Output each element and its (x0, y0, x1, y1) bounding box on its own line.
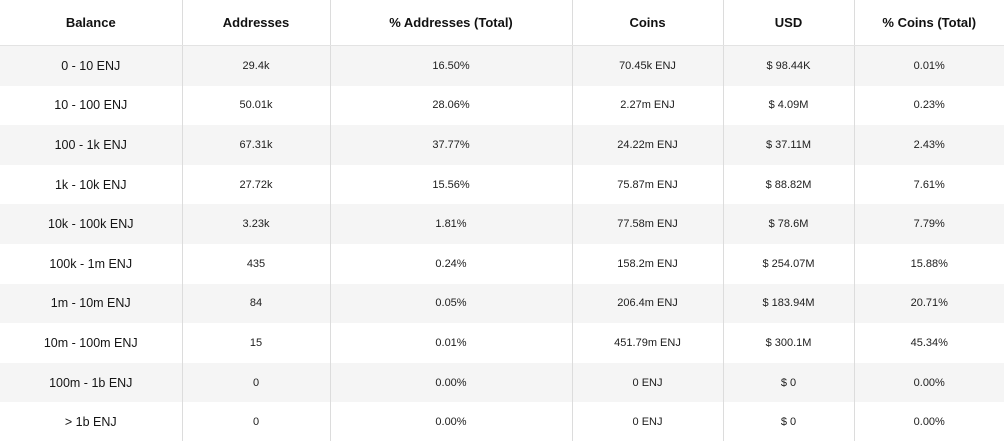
table-row: 1k - 10k ENJ 27.72k 15.56% 75.87m ENJ $ 88.8… (0, 164, 1004, 205)
cell-percent-coins: 0.00% (853, 402, 1004, 441)
header-row: Balance Addresses % Addresses (Total) Co… (0, 0, 1004, 46)
cell-percent-coins: 7.79% (853, 204, 1004, 244)
cell-addresses: 15 (181, 323, 330, 363)
cell-balance: 1k - 10k ENJ (0, 164, 182, 205)
cell-percent-coins: 2.43% (853, 125, 1004, 165)
cell-percent-addresses: 15.56% (329, 164, 572, 205)
cell-addresses: 67.31k (181, 125, 330, 165)
cell-coins: 206.4m ENJ (571, 283, 723, 324)
header-balance[interactable]: Balance (0, 0, 182, 46)
cell-usd: $ 4.09M (722, 85, 854, 126)
cell-balance: 10 - 100 ENJ (0, 85, 182, 126)
cell-addresses: 435 (181, 243, 330, 284)
table-row: 100 - 1k ENJ 67.31k 37.77% 24.22m ENJ $ 37.1… (0, 125, 1004, 165)
cell-percent-coins: 20.71% (853, 283, 1004, 324)
cell-balance: > 1b ENJ (0, 402, 182, 441)
cell-coins: 0 ENJ (571, 402, 723, 441)
cell-usd: $ 78.6M (722, 204, 854, 244)
cell-usd: $ 98.44K (722, 45, 854, 86)
cell-addresses: 3.23k (181, 204, 330, 244)
table-body: 0 - 10 ENJ 29.4k 16.50% 70.45k ENJ $ 98.44K 0… (0, 45, 1004, 441)
table-row: 1m - 10m ENJ 84 0.05% 206.4m ENJ $ 183.94M 20… (0, 283, 1004, 324)
table-row: 10m - 100m ENJ 15 0.01% 451.79m ENJ $ 300.1M… (0, 323, 1004, 363)
cell-coins: 158.2m ENJ (571, 243, 723, 284)
cell-percent-coins: 45.34% (853, 323, 1004, 363)
cell-usd: $ 300.1M (722, 323, 854, 363)
cell-percent-addresses: 0.00% (329, 362, 572, 403)
cell-percent-addresses: 37.77% (329, 125, 572, 165)
table-row: 10k - 100k ENJ 3.23k 1.81% 77.58m ENJ $ 78.6… (0, 204, 1004, 244)
table-row: 100m - 1b ENJ 0 0.00% 0 ENJ $ 0 0.00% (0, 362, 1004, 403)
cell-addresses: 29.4k (181, 45, 330, 86)
cell-coins: 75.87m ENJ (571, 164, 723, 205)
cell-percent-coins: 7.61% (853, 164, 1004, 205)
cell-balance: 10m - 100m ENJ (0, 323, 182, 363)
cell-coins: 70.45k ENJ (571, 45, 723, 86)
cell-usd: $ 88.82M (722, 164, 854, 205)
cell-balance: 1m - 10m ENJ (0, 283, 182, 324)
cell-balance: 100 - 1k ENJ (0, 125, 182, 165)
cell-percent-addresses: 1.81% (329, 204, 572, 244)
cell-addresses: 84 (181, 283, 330, 324)
cell-percent-addresses: 0.00% (329, 402, 572, 441)
header-usd[interactable]: USD (722, 0, 854, 46)
cell-coins: 24.22m ENJ (571, 125, 723, 165)
header-addresses[interactable]: Addresses (181, 0, 330, 46)
cell-percent-addresses: 0.24% (329, 243, 572, 284)
cell-usd: $ 254.07M (722, 243, 854, 284)
header-coins[interactable]: Coins (571, 0, 723, 46)
table-header: Balance Addresses % Addresses (Total) Co… (0, 0, 1004, 46)
cell-usd: $ 0 (722, 362, 854, 403)
cell-coins: 2.27m ENJ (571, 85, 723, 126)
table-row: 0 - 10 ENJ 29.4k 16.50% 70.45k ENJ $ 98.44K 0… (0, 45, 1004, 86)
cell-balance: 10k - 100k ENJ (0, 204, 182, 244)
cell-percent-addresses: 0.01% (329, 323, 572, 363)
cell-percent-coins: 0.00% (853, 362, 1004, 403)
table-row: 10 - 100 ENJ 50.01k 28.06% 2.27m ENJ $ 4.09M… (0, 85, 1004, 126)
cell-percent-addresses: 16.50% (329, 45, 572, 86)
cell-percent-coins: 15.88% (853, 243, 1004, 284)
cell-percent-addresses: 28.06% (329, 85, 572, 126)
table-row: 100k - 1m ENJ 435 0.24% 158.2m ENJ $ 254.07M… (0, 243, 1004, 284)
cell-usd: $ 183.94M (722, 283, 854, 324)
cell-addresses: 27.72k (181, 164, 330, 205)
cell-coins: 451.79m ENJ (571, 323, 723, 363)
cell-addresses: 0 (181, 362, 330, 403)
header-percent-addresses[interactable]: % Addresses (Total) (329, 0, 572, 46)
cell-percent-coins: 0.23% (853, 85, 1004, 126)
cell-balance: 100k - 1m ENJ (0, 243, 182, 284)
cell-balance: 0 - 10 ENJ (0, 45, 182, 86)
cell-coins: 77.58m ENJ (571, 204, 723, 244)
cell-usd: $ 0 (722, 402, 854, 441)
cell-usd: $ 37.11M (722, 125, 854, 165)
header-percent-coins[interactable]: % Coins (Total) (853, 0, 1004, 46)
cell-percent-addresses: 0.05% (329, 283, 572, 324)
cell-percent-coins: 0.01% (853, 45, 1004, 86)
cell-balance: 100m - 1b ENJ (0, 362, 182, 403)
table-row: > 1b ENJ 0 0.00% 0 ENJ $ 0 0.00% (0, 402, 1004, 441)
cell-addresses: 0 (181, 402, 330, 441)
cell-coins: 0 ENJ (571, 362, 723, 403)
cell-addresses: 50.01k (181, 85, 330, 126)
